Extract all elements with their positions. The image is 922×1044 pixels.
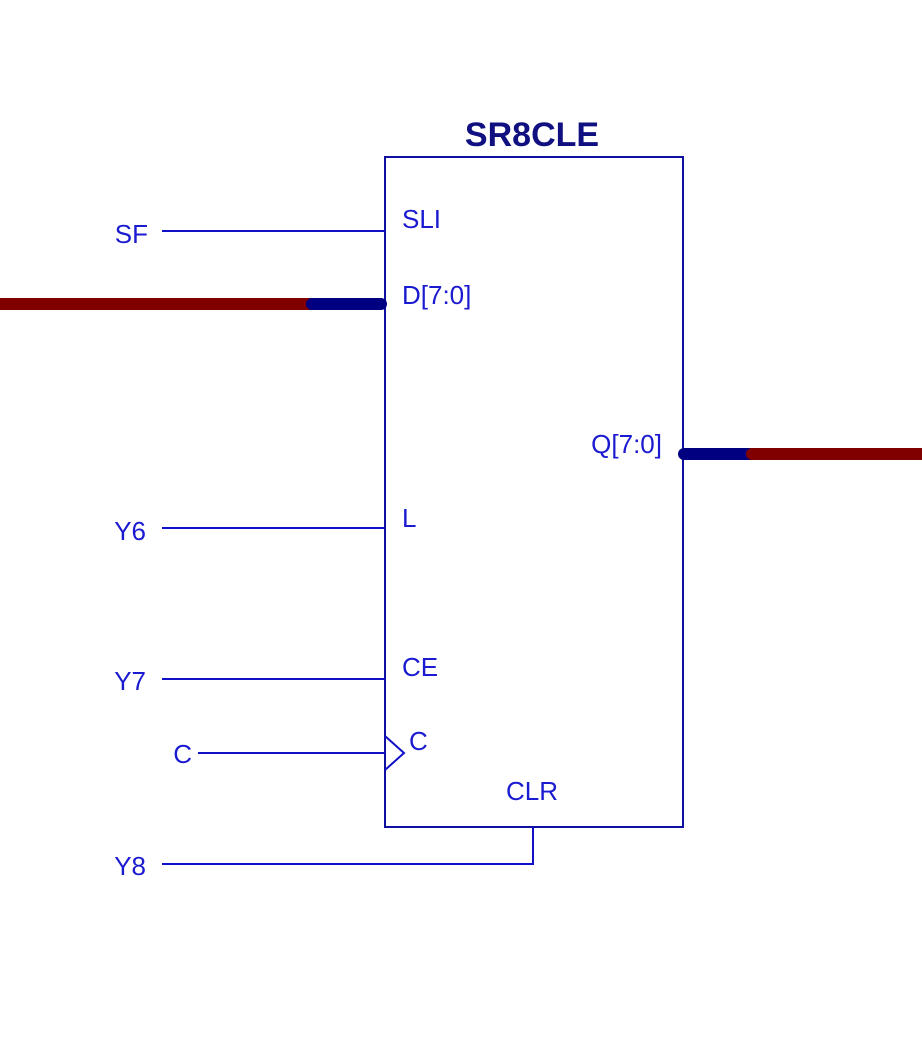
clock-triangle-icon — [384, 735, 406, 771]
component-body[interactable] — [384, 156, 684, 828]
net-label-y8: Y8 — [114, 851, 146, 881]
net-label-y6: Y6 — [114, 516, 146, 546]
pin-label-clr: CLR — [506, 776, 558, 806]
pin-label-ce: CE — [402, 652, 438, 682]
component-title: SR8CLE — [465, 116, 599, 154]
wire-y8[interactable] — [162, 827, 534, 865]
pin-label-q: Q[7:0] — [591, 429, 662, 459]
net-label-y7: Y7 — [114, 666, 146, 696]
pin-label-d: D[7:0] — [402, 280, 471, 310]
net-label-c: C — [173, 739, 192, 769]
net-label-sf: SF — [115, 219, 148, 249]
pin-label-c: C — [409, 726, 428, 756]
pin-label-sli: SLI — [402, 204, 441, 234]
pin-label-l: L — [402, 503, 416, 533]
